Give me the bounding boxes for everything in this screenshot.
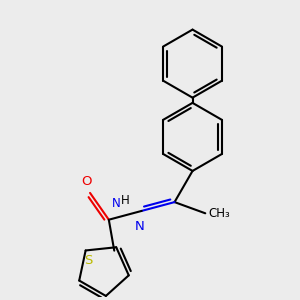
Text: S: S <box>84 254 92 267</box>
Text: H: H <box>121 194 130 208</box>
Text: O: O <box>82 175 92 188</box>
Text: N: N <box>135 220 145 233</box>
Text: N: N <box>112 197 121 210</box>
Text: CH₃: CH₃ <box>208 207 230 220</box>
